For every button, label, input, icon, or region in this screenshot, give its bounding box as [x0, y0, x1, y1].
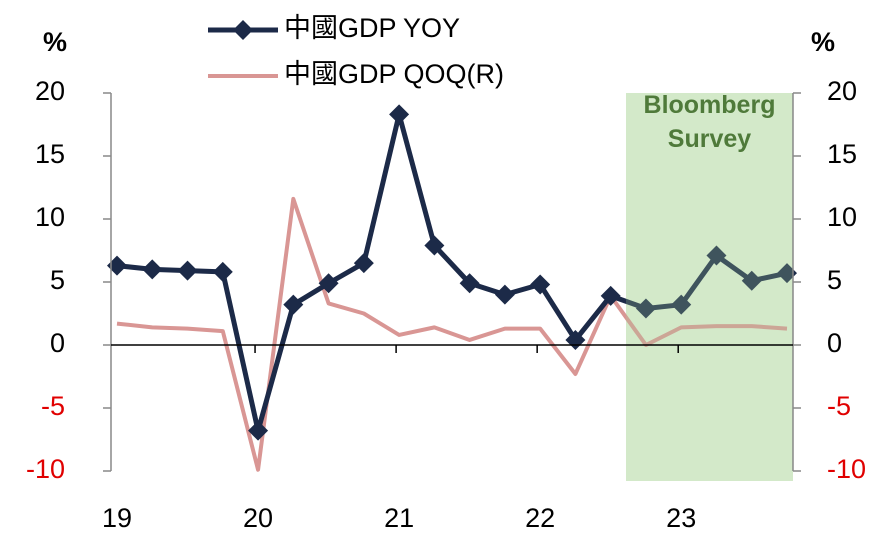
data-point — [424, 235, 445, 256]
y2-tick-label: 20 — [827, 76, 857, 106]
annotation-box: Bloomberg Survey — [643, 91, 776, 153]
y2-tick-label: 10 — [827, 202, 857, 232]
x-tick-label: 19 — [102, 503, 132, 533]
data-point — [706, 245, 727, 266]
x-tick-label: 21 — [384, 503, 414, 533]
y-tick-label: 5 — [50, 265, 65, 295]
y-axis-label: % — [43, 27, 67, 57]
y-tick-label: 20 — [35, 76, 65, 106]
data-point — [177, 260, 198, 281]
data-point — [671, 294, 692, 315]
x-tick-label: 22 — [525, 503, 555, 533]
data-point — [318, 273, 339, 294]
y-tick-label: -5 — [41, 391, 65, 421]
y2-tick-label: 15 — [827, 139, 857, 169]
data-point — [353, 253, 374, 274]
data-point — [389, 104, 410, 125]
data-point — [494, 284, 515, 305]
legend-marker — [233, 20, 253, 40]
survey-shade — [626, 93, 793, 481]
x-tick-label: 23 — [666, 503, 696, 533]
y-tick-label: 0 — [50, 328, 65, 358]
data-point — [741, 270, 762, 291]
y-tick-label: 15 — [35, 139, 65, 169]
series-line — [116, 196, 788, 472]
legend-label: 中國GDP YOY — [284, 13, 460, 43]
y2-axis-label: % — [811, 27, 835, 57]
y2-tick-label: -10 — [827, 454, 866, 484]
legend-label: 中國GDP QOQ(R) — [284, 59, 504, 89]
y2-tick-label: -5 — [827, 391, 851, 421]
y-tick-label: -10 — [26, 454, 65, 484]
data-point — [142, 259, 163, 280]
data-point — [459, 273, 480, 294]
annotation: Bloomberg Survey — [643, 91, 776, 153]
data-point — [107, 255, 127, 276]
data-point — [283, 294, 304, 315]
y2-tick-label: 0 — [827, 328, 842, 358]
survey-shade-overlay — [626, 93, 793, 481]
data-point — [248, 420, 269, 441]
data-point — [212, 261, 233, 282]
y-tick-label: 10 — [35, 202, 65, 232]
data-point — [635, 298, 656, 319]
data-point — [530, 274, 551, 295]
x-tick-label: 20 — [243, 503, 273, 533]
data-point — [777, 263, 797, 284]
y2-tick-label: 5 — [827, 265, 842, 295]
data-point — [600, 285, 621, 306]
